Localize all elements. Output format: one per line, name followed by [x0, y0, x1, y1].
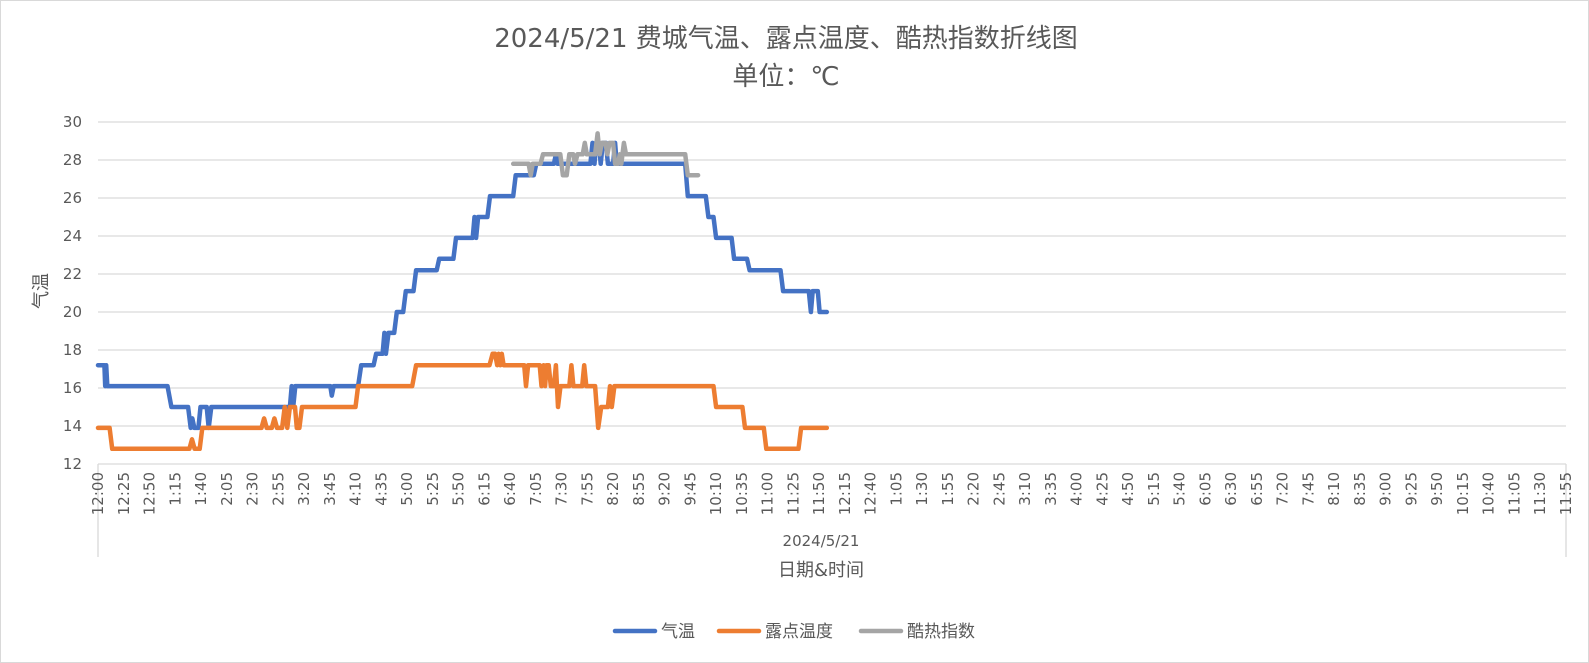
x-tick-label: 8:35 — [1351, 472, 1369, 506]
x-tick-label: 1:15 — [166, 472, 184, 506]
x-tick-label: 3:45 — [321, 472, 339, 506]
x-tick-label: 7:20 — [1274, 472, 1292, 506]
x-tick-label: 4:50 — [1119, 472, 1137, 506]
x-tick-label: 7:45 — [1299, 472, 1317, 506]
x-tick-label: 11:00 — [759, 472, 777, 515]
x-tick-label: 10:40 — [1480, 472, 1498, 515]
y-tick-label: 24 — [63, 227, 82, 245]
x-tick-label: 6:15 — [475, 472, 493, 506]
y-axis-title: 气温 — [31, 273, 52, 309]
x-tick-label: 6:30 — [1222, 472, 1240, 506]
x-tick-label: 12:50 — [141, 472, 159, 515]
x-axis: 12:00 12:25 12:50 1:15 1:40 2:05 2:30 2:55 3:20 3… — [89, 464, 1575, 557]
x-tick-label: 2:20 — [965, 472, 983, 506]
x-tick-label: 2:30 — [244, 472, 262, 506]
x-tick-label: 7:05 — [527, 472, 545, 506]
x-tick-label: 6:40 — [501, 472, 519, 506]
x-axis-title: 日期&时间 — [778, 560, 864, 581]
chart-title: 2024/5/21 费城气温、露点温度、酷热指数折线图 — [494, 24, 1078, 54]
x-tick-label: 8:10 — [1325, 472, 1343, 506]
x-tick-label: 5:25 — [424, 472, 442, 506]
x-tick-label: 9:20 — [656, 472, 674, 506]
x-tick-label: 1:55 — [939, 472, 957, 506]
x-tick-label: 7:55 — [578, 472, 596, 506]
x-tick-label: 5:50 — [450, 472, 468, 506]
x-tick-label: 12:25 — [115, 472, 133, 515]
x-tick-label: 10:15 — [1454, 472, 1472, 515]
legend: 气温 露点温度 酷热指数 — [612, 622, 975, 642]
x-tick-label: 7:30 — [553, 472, 571, 506]
y-tick-label: 18 — [63, 341, 82, 359]
series-line — [95, 140, 830, 431]
x-tick-label: 3:35 — [1042, 472, 1060, 506]
y-tick-label: 26 — [63, 189, 82, 207]
gridlines — [98, 121, 1566, 465]
x-tick-label: 2:05 — [218, 472, 236, 506]
x-tick-label: 11:05 — [1505, 472, 1523, 515]
x-tick-label: 4:10 — [347, 472, 365, 506]
x-tick-label: 6:55 — [1248, 472, 1266, 506]
x-tick-label: 1:05 — [887, 472, 905, 506]
x-tick-label: 5:40 — [1171, 472, 1189, 506]
x-tick-label: 10:10 — [707, 472, 725, 515]
x-tick-label: 11:55 — [1557, 472, 1575, 515]
x-tick-label: 4:00 — [1068, 472, 1086, 506]
x-tick-label: 9:25 — [1402, 472, 1420, 506]
x-tick-label: 1:40 — [192, 472, 210, 506]
x-tick-label: 5:00 — [398, 472, 416, 506]
legend-label: 气温 — [661, 622, 695, 642]
x-tick-label: 4:25 — [1093, 472, 1111, 506]
y-tick-label: 20 — [63, 303, 82, 321]
x-tick-label: 8:20 — [604, 472, 622, 506]
chart-subtitle: 单位：℃ — [732, 62, 839, 92]
x-tick-label: 10:35 — [733, 472, 751, 515]
x-tick-label: 9:00 — [1377, 472, 1395, 506]
x-tick-label: 9:50 — [1428, 472, 1446, 506]
series-line — [95, 351, 830, 452]
x-tick-label: 2:45 — [990, 472, 1008, 506]
series-line — [510, 131, 701, 178]
x-tick-label: 12:15 — [836, 472, 854, 515]
x-tick-label: 11:25 — [784, 472, 802, 515]
x-tick-label: 3:10 — [1016, 472, 1034, 506]
x-tick-label: 12:00 — [89, 472, 107, 515]
x-tick-label: 1:30 — [913, 472, 931, 506]
legend-label: 露点温度 — [765, 622, 833, 642]
x-tick-label: 5:15 — [1145, 472, 1163, 506]
y-tick-label: 14 — [63, 417, 82, 435]
y-tick-label: 16 — [63, 379, 82, 397]
x-tick-label: 12:40 — [862, 472, 880, 515]
x-tick-label: 9:45 — [681, 472, 699, 506]
x-axis-group-label: 2024/5/21 — [783, 532, 860, 550]
x-tick-label: 6:05 — [1196, 472, 1214, 506]
x-tick-label: 11:50 — [810, 472, 828, 515]
x-tick-label: 3:20 — [295, 472, 313, 506]
y-tick-label: 28 — [63, 151, 82, 169]
x-tick-label: 8:55 — [630, 472, 648, 506]
y-tick-label: 12 — [63, 455, 82, 473]
y-tick-label: 22 — [63, 265, 82, 283]
y-axis-ticks: 12 14 16 18 20 22 24 26 28 30 — [63, 113, 82, 473]
x-tick-label: 4:35 — [372, 472, 390, 506]
series-lines — [95, 131, 830, 452]
y-tick-label: 30 — [63, 113, 82, 131]
legend-label: 酷热指数 — [907, 622, 975, 642]
x-tick-label: 11:30 — [1531, 472, 1549, 515]
x-tick-label: 2:55 — [269, 472, 287, 506]
